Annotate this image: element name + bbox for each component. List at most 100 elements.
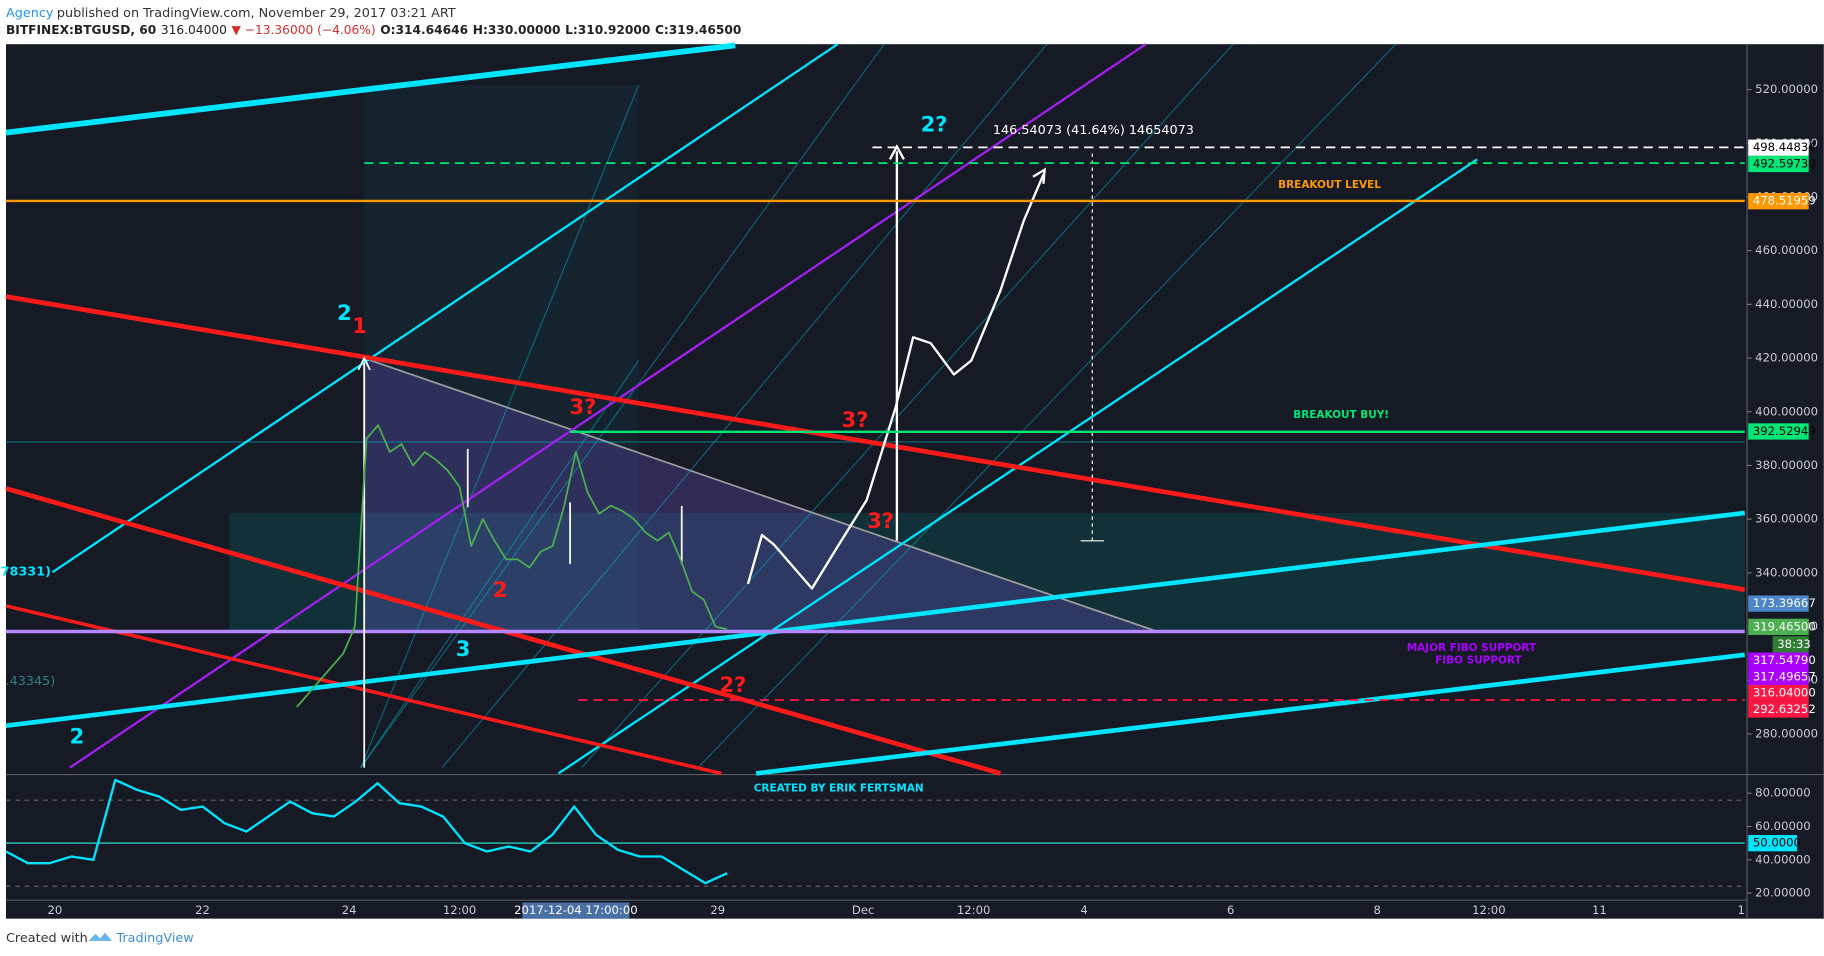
trend-line <box>360 43 885 768</box>
y-tick-label: 20.00000 <box>1755 886 1810 900</box>
y-tick-label: 380.00000 <box>1755 458 1818 472</box>
y-tick-label: 40.00000 <box>1755 852 1810 866</box>
price-tag <box>1748 595 1809 612</box>
projection <box>746 173 1045 590</box>
price-line <box>296 424 728 708</box>
rsi-line <box>5 778 728 885</box>
price-tag <box>1748 701 1809 718</box>
x-tick-label: 22 <box>195 903 210 917</box>
annotation: CREATED BY ERIK FERTSMAN <box>754 783 924 795</box>
annotation: 2 <box>493 578 508 602</box>
price-tag <box>1748 685 1809 702</box>
price-tag-label: 392.52949 <box>1753 424 1816 438</box>
annotation: 1 <box>352 314 367 338</box>
symbol-line: BITFINEX:BTGUSD, 60 316.04000 ▼ −13.36000 … <box>6 23 741 37</box>
header: Agency published on TradingView.com, Nove… <box>6 5 456 20</box>
cursor-label: 2017-12-04 17:00:00 <box>514 903 637 917</box>
trend-line <box>5 294 1746 592</box>
y-tick-label: 340.00000 <box>1755 565 1818 579</box>
annotation: 3? <box>570 395 597 419</box>
fan-zone <box>364 84 639 632</box>
y-tick-label: 420.00000 <box>1755 351 1818 365</box>
x-tick-label: 4 <box>1080 903 1087 917</box>
x-tick-label: 11 <box>1592 903 1607 917</box>
x-tick-label: 24 <box>342 903 357 917</box>
x-tick-label: 20 <box>47 903 62 917</box>
y-tick-label: 460.00000 <box>1755 243 1818 257</box>
annotation: 2? <box>720 673 747 697</box>
x-tick-label: 12:00 <box>1472 903 1506 917</box>
y-tick-label: 60.00000 <box>1755 819 1810 833</box>
price-tag-label: 173.39667 <box>1753 596 1816 610</box>
trend-line <box>581 43 1234 768</box>
change: ▼ −13.36000 (−4.06%) <box>232 23 376 37</box>
y-tick-label: 360.00000 <box>1755 512 1818 526</box>
plot <box>5 424 728 885</box>
price-tag <box>1748 668 1809 686</box>
high: H:330.00000 <box>473 23 561 37</box>
cursor-box <box>522 902 630 919</box>
fan-lines <box>360 43 1397 768</box>
x-tick-label: 8 <box>1374 903 1381 917</box>
trend-line <box>69 43 1147 769</box>
trend-line <box>441 43 1048 768</box>
price-tag-label: 492.59730 <box>1753 156 1816 170</box>
price-tag <box>1748 139 1809 156</box>
annotation: 2? <box>921 113 948 137</box>
close: C:319.46500 <box>655 23 741 37</box>
trend-line <box>360 84 640 768</box>
price-tag <box>1748 652 1809 669</box>
author[interactable]: Agency <box>6 5 54 20</box>
footer <box>0 918 1824 956</box>
arrow-head <box>888 144 905 160</box>
annotation: 3? <box>867 509 894 533</box>
annotation: BREAKOUT BUY! <box>1293 409 1389 421</box>
countdown-label: 38:33 <box>1777 637 1811 651</box>
rsi-level-label: 50.0000 <box>1753 836 1801 850</box>
logo <box>88 932 112 941</box>
last-price: 316.04000 <box>161 23 227 37</box>
price-tag <box>1748 618 1809 636</box>
footer-text: Created with <box>6 931 88 946</box>
annotation: FIBO SUPPORT <box>1435 655 1522 667</box>
annotation: 3? <box>842 408 869 432</box>
annotation: 3 <box>456 637 471 661</box>
arrow-head <box>1032 167 1046 184</box>
arrow-head <box>357 356 371 371</box>
trend-line <box>51 43 839 574</box>
price-tag-label: 498.44834 <box>1753 140 1816 154</box>
trend-line <box>755 652 1745 776</box>
y-tick-label: 520.00000 <box>1755 82 1818 96</box>
price-tag-label: 319.46500 <box>1753 619 1816 633</box>
x-tick-label: 12:00 <box>443 903 477 917</box>
annotation: 78331) <box>1 565 51 580</box>
price-tag <box>1748 193 1809 210</box>
labels: 280.00000300.00000320.00000340.00000360.… <box>1 82 1818 917</box>
chart-background <box>6 44 1824 919</box>
countdown-tag <box>1772 636 1809 653</box>
rsi-level-tag <box>1748 835 1798 852</box>
drawings <box>5 42 1746 776</box>
y-tick-label: 80.00000 <box>1755 786 1810 800</box>
footer-brand[interactable]: TradingView <box>115 931 193 946</box>
published: published on TradingView.com, November 2… <box>57 5 456 20</box>
price-tag-label: 292.63252 <box>1753 702 1816 716</box>
x-tick-label: 29 <box>710 903 725 917</box>
price-tag <box>1748 155 1809 173</box>
trend-line <box>5 510 1746 729</box>
x-tick-label: 1 <box>1738 903 1745 917</box>
open: O:314.64646 <box>380 23 468 37</box>
price-tag <box>1748 423 1809 440</box>
range-markers <box>466 448 683 565</box>
trend-line <box>5 42 736 136</box>
annotation: MAJOR FIBO SUPPORT <box>1407 642 1537 654</box>
annotation: BREAKOUT LEVEL <box>1278 179 1381 191</box>
price-tag-label: 316.04000 <box>1753 686 1816 700</box>
y-tick-label: 400.00000 <box>1755 404 1818 418</box>
low: L:310.92000 <box>565 23 650 37</box>
annotation: .43345) <box>6 674 56 689</box>
x-tick-label: Dec <box>852 903 875 917</box>
price-tag-label: 478.51959 <box>1753 194 1816 208</box>
y-tick-label: 280.00000 <box>1755 726 1818 740</box>
trend-line <box>697 43 1397 768</box>
